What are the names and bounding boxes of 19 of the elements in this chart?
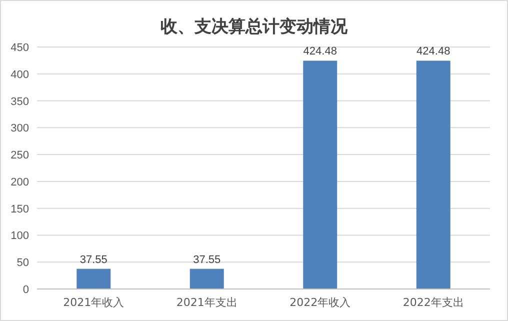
y-tick-label: 350 — [10, 96, 29, 108]
x-tick-label: 2022年收入 — [290, 296, 351, 309]
y-tick-label: 100 — [10, 230, 29, 242]
x-tick-label: 2021年支出 — [176, 296, 238, 309]
chart-title: 收、支决算总计变动情况 — [160, 17, 348, 37]
data-label: 37.55 — [80, 254, 108, 266]
y-tick-label: 250 — [10, 150, 29, 162]
y-tick-label: 300 — [10, 122, 29, 135]
y-tick-label: 50 — [16, 257, 29, 270]
y-tick-label: 200 — [10, 176, 29, 188]
data-label: 424.48 — [303, 46, 337, 58]
data-label: 424.48 — [416, 46, 450, 58]
y-tick-label: 450 — [10, 42, 29, 54]
x-tick-label: 2022年支出 — [402, 296, 464, 309]
data-label: 37.55 — [193, 254, 221, 266]
y-tick-label: 400 — [10, 68, 29, 81]
x-tick-label: 2021年收入 — [63, 296, 124, 309]
y-tick-label: 0 — [22, 284, 29, 296]
y-tick-label: 150 — [10, 203, 29, 216]
